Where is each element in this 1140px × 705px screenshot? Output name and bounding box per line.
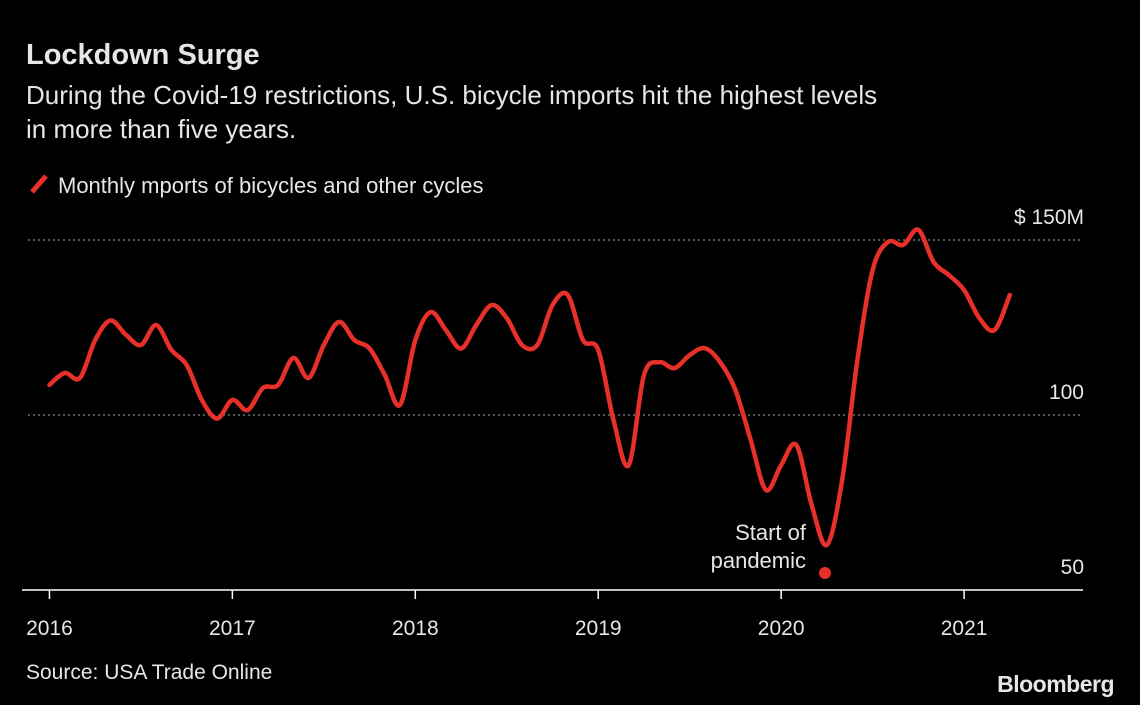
x-tick-label: 2020 — [758, 617, 805, 640]
annotation-dot — [819, 567, 831, 579]
chart-subtitle: During the Covid-19 restrictions, U.S. b… — [26, 80, 877, 144]
source: Source: USA Trade Online — [26, 661, 272, 684]
x-tick-label: 2018 — [392, 617, 439, 640]
legend-label: Monthly mports of bicycles and other cyc… — [58, 173, 484, 198]
x-tick-label: 2016 — [26, 617, 73, 640]
annotation: Start of — [735, 520, 807, 545]
data-line — [47, 227, 1013, 548]
annotation: pandemic — [711, 548, 806, 573]
y-tick-label: 100 — [1049, 381, 1084, 404]
y-tick-label: 50 — [1061, 556, 1084, 579]
x-tick-label: 2019 — [575, 617, 622, 640]
x-tick-label: 2021 — [941, 617, 988, 640]
brand-logo: Bloomberg — [997, 671, 1114, 697]
x-tick-label: 2017 — [209, 617, 256, 640]
subtitle-line: in more than five years. — [26, 114, 296, 144]
legend-swatch — [30, 174, 48, 194]
y-tick-label: $ 150M — [1014, 206, 1084, 229]
chart-title: Lockdown Surge — [26, 39, 260, 71]
subtitle-line: During the Covid-19 restrictions, U.S. b… — [26, 80, 877, 110]
